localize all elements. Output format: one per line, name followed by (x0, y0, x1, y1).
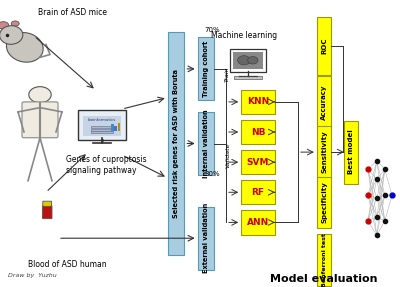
Text: Accuracy: Accuracy (321, 84, 327, 120)
Bar (91, 131, 113, 133)
FancyBboxPatch shape (317, 234, 331, 286)
FancyBboxPatch shape (230, 49, 266, 72)
Text: NB: NB (251, 127, 265, 137)
FancyBboxPatch shape (317, 177, 331, 228)
FancyBboxPatch shape (344, 121, 358, 184)
FancyBboxPatch shape (234, 52, 263, 69)
Ellipse shape (6, 32, 43, 62)
Text: 70%: 70% (204, 27, 220, 33)
FancyBboxPatch shape (42, 205, 52, 219)
Text: bioinformatics: bioinformatics (88, 118, 116, 121)
Bar (111, 124, 114, 131)
Bar (114, 126, 117, 131)
Text: Best model: Best model (348, 130, 354, 174)
Text: Sensitivity: Sensitivity (321, 131, 327, 173)
Bar (91, 126, 113, 128)
Text: ANN: ANN (247, 218, 269, 227)
FancyBboxPatch shape (317, 76, 331, 128)
Text: Selected risk genes for ASD with Boruta: Selected risk genes for ASD with Boruta (173, 69, 179, 218)
FancyBboxPatch shape (317, 17, 331, 75)
FancyBboxPatch shape (22, 102, 58, 138)
Ellipse shape (0, 26, 23, 44)
Text: External validation: External validation (203, 203, 209, 273)
FancyBboxPatch shape (241, 180, 275, 204)
FancyBboxPatch shape (168, 32, 184, 255)
Text: Train: Train (225, 67, 230, 82)
Text: RF: RF (252, 188, 264, 197)
Bar (234, 76, 262, 79)
Ellipse shape (0, 22, 9, 29)
FancyBboxPatch shape (83, 116, 121, 136)
FancyBboxPatch shape (317, 126, 331, 178)
Text: Brain of ASD mice: Brain of ASD mice (38, 8, 107, 18)
Circle shape (238, 56, 250, 65)
Text: Blood of ASD human: Blood of ASD human (28, 259, 107, 269)
Circle shape (29, 87, 51, 103)
FancyBboxPatch shape (198, 207, 214, 270)
Bar (91, 129, 113, 131)
Text: signaling pathway: signaling pathway (66, 166, 136, 175)
Text: Machine learning: Machine learning (211, 31, 277, 40)
Text: Genes of cuproptosis: Genes of cuproptosis (66, 155, 147, 164)
Text: Draw by  Yuzhu: Draw by Yuzhu (8, 273, 57, 278)
Text: ROC: ROC (321, 38, 327, 54)
Circle shape (248, 57, 258, 64)
FancyBboxPatch shape (78, 110, 126, 140)
Text: Validate: Validate (225, 142, 230, 168)
Text: Specificity: Specificity (321, 181, 327, 223)
Bar (118, 123, 120, 131)
FancyBboxPatch shape (241, 120, 275, 144)
Text: Internal validation: Internal validation (203, 109, 209, 178)
Text: SVM: SVM (247, 158, 269, 167)
Text: Model evaluation: Model evaluation (270, 274, 378, 284)
Text: KNN: KNN (247, 97, 269, 106)
FancyBboxPatch shape (241, 150, 275, 174)
Text: 30%: 30% (204, 171, 220, 177)
FancyBboxPatch shape (241, 90, 275, 114)
FancyBboxPatch shape (198, 112, 214, 175)
FancyBboxPatch shape (241, 210, 275, 235)
Ellipse shape (11, 21, 19, 26)
Text: Bonferroni test: Bonferroni test (322, 233, 326, 287)
FancyBboxPatch shape (43, 201, 52, 206)
Text: Training cohort: Training cohort (203, 41, 209, 97)
FancyBboxPatch shape (198, 37, 214, 100)
